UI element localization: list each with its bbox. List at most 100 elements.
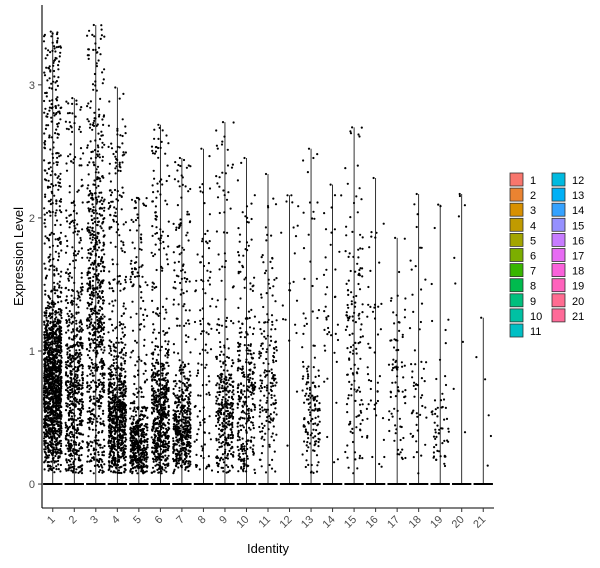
data-point (167, 462, 170, 465)
data-point (89, 123, 92, 126)
data-point (70, 299, 73, 302)
data-point (46, 396, 49, 399)
data-point (124, 125, 127, 128)
data-point (88, 384, 91, 387)
data-point (52, 446, 55, 449)
data-point (97, 146, 100, 149)
data-point (99, 469, 102, 472)
data-point (97, 451, 100, 454)
data-point (96, 274, 99, 277)
data-point (49, 322, 52, 325)
data-point (150, 436, 153, 439)
data-point (166, 343, 169, 346)
data-point (108, 302, 111, 305)
data-point (69, 435, 72, 439)
data-point (108, 172, 111, 175)
data-point (155, 445, 158, 448)
data-point (52, 69, 56, 73)
data-point (78, 409, 81, 412)
data-point (99, 381, 102, 384)
data-point (47, 67, 51, 70)
data-point (99, 225, 102, 228)
data-point (50, 87, 53, 90)
data-point (53, 461, 56, 464)
data-point (91, 123, 94, 127)
data-point (45, 316, 48, 319)
data-point (157, 394, 160, 397)
data-point (119, 426, 122, 429)
data-point (57, 424, 60, 427)
data-point (140, 434, 143, 437)
data-point (47, 449, 50, 452)
data-point (77, 291, 80, 294)
data-point (129, 262, 132, 265)
data-point (135, 395, 138, 399)
data-point (102, 386, 105, 389)
data-point (103, 372, 106, 375)
data-point (48, 210, 51, 213)
data-point (131, 460, 134, 463)
data-point (158, 248, 161, 251)
data-point (67, 277, 70, 280)
data-point (111, 389, 114, 392)
data-point (77, 311, 80, 314)
data-point (96, 327, 99, 330)
data-point (43, 393, 46, 396)
data-point (74, 391, 78, 394)
data-point (151, 200, 154, 203)
data-point (158, 398, 161, 401)
data-point (101, 317, 104, 320)
data-point (77, 449, 80, 452)
data-point (124, 459, 127, 462)
data-point (60, 286, 63, 289)
data-point (109, 429, 112, 432)
data-point (151, 378, 154, 381)
data-point (45, 66, 48, 69)
data-point (124, 132, 127, 135)
data-point (69, 406, 72, 410)
data-point (158, 403, 161, 406)
data-point (58, 55, 61, 58)
data-point (152, 398, 155, 401)
data-point (87, 200, 90, 203)
data-point (173, 468, 176, 471)
data-point (166, 234, 170, 238)
data-point (89, 365, 92, 368)
data-point (70, 276, 73, 279)
data-point (57, 320, 60, 323)
data-point (81, 328, 84, 332)
data-point (43, 132, 46, 135)
data-point (115, 157, 118, 161)
data-point (90, 241, 93, 244)
data-point (91, 209, 95, 212)
data-point (50, 428, 53, 431)
data-point (153, 442, 156, 445)
data-point (57, 328, 60, 331)
data-point (64, 299, 67, 302)
data-point (48, 106, 52, 109)
data-point (109, 407, 112, 410)
data-point (96, 200, 99, 203)
data-point (98, 284, 101, 287)
data-point (80, 106, 83, 109)
data-point (95, 276, 98, 280)
data-point (178, 185, 181, 188)
data-point (81, 440, 84, 443)
data-point (45, 211, 49, 214)
data-point (67, 155, 70, 158)
data-point (50, 385, 53, 388)
data-point (47, 124, 50, 127)
data-point (176, 204, 179, 207)
data-point (75, 99, 78, 102)
data-point (103, 206, 106, 209)
data-point (114, 245, 117, 248)
data-point (164, 347, 167, 351)
data-point (97, 255, 100, 259)
data-point (97, 312, 100, 315)
data-point (44, 57, 47, 60)
data-point (89, 247, 92, 250)
data-point (71, 408, 74, 411)
data-point (165, 470, 168, 473)
data-point (55, 322, 59, 325)
data-point (82, 152, 85, 155)
